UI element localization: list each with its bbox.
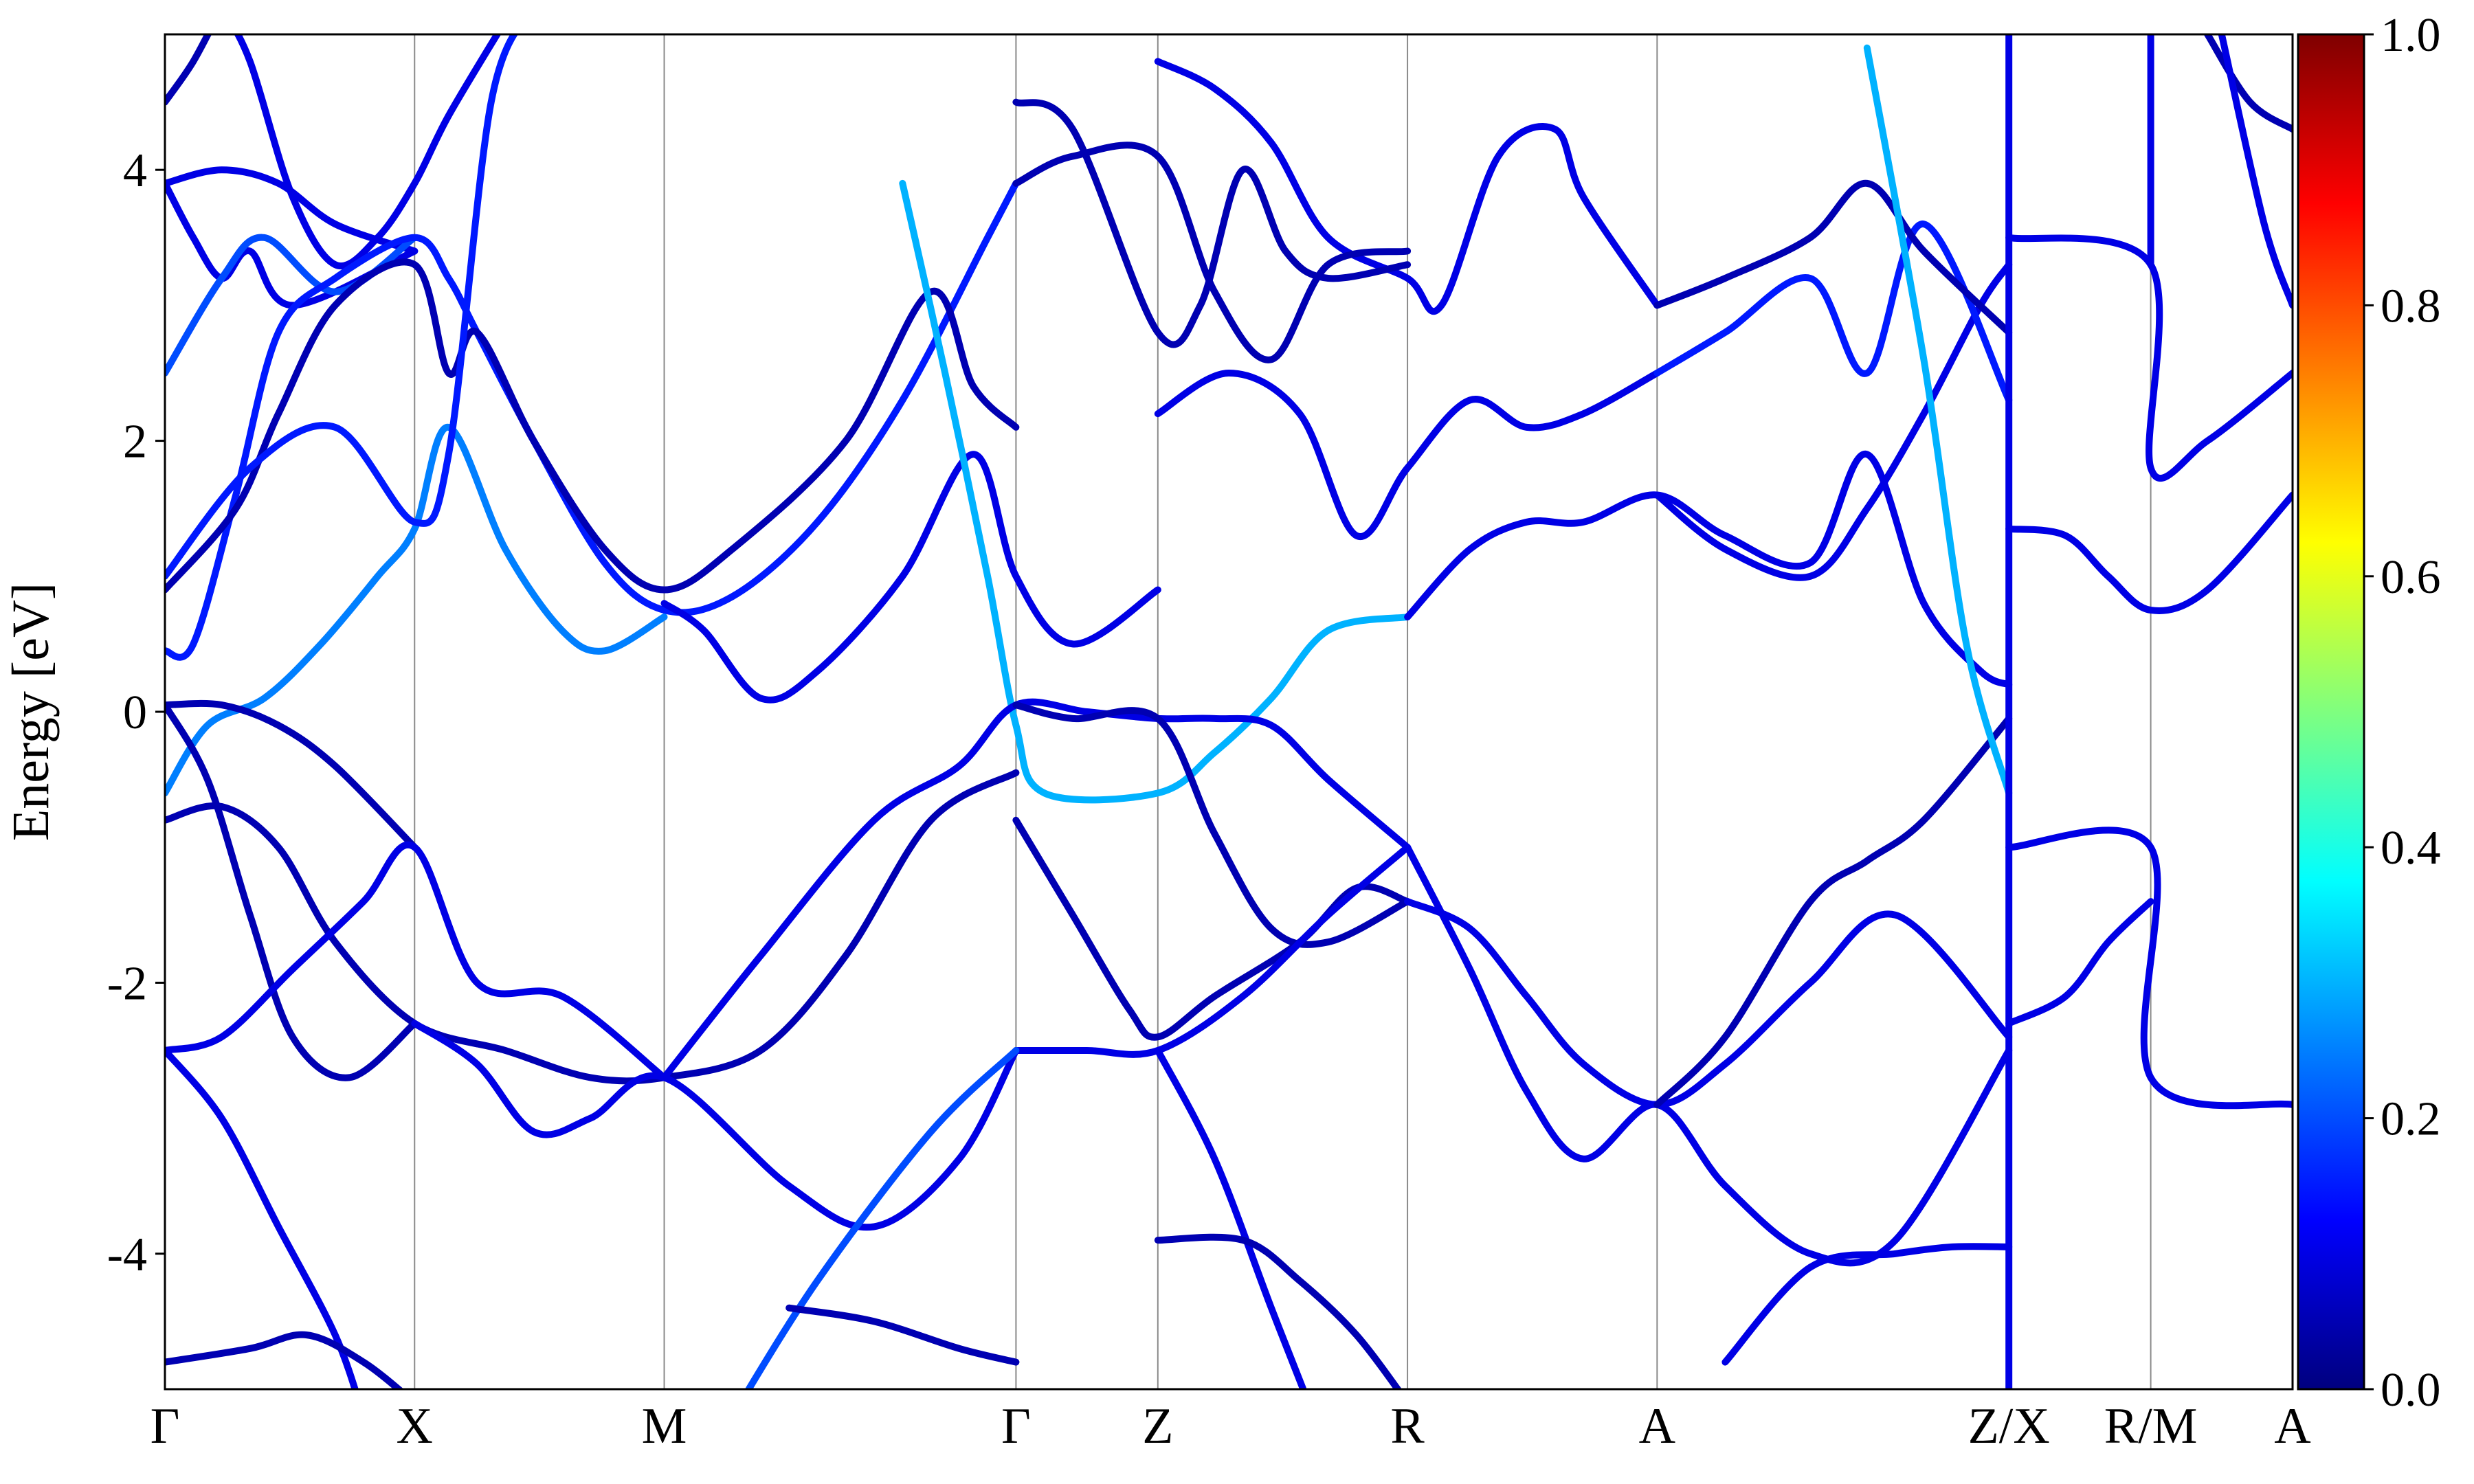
colorbar: 0.0 0.2 0.4 0.6 0.8 1.0 [2297,9,2441,1417]
band-line [165,34,212,106]
band-line [1404,898,2013,1108]
y-tick-label: 4 [123,144,147,197]
band-line [1404,451,2013,688]
band-line [165,699,419,851]
band-line [1012,701,1412,948]
band-line [165,701,419,1081]
band-line [1154,1047,1307,1389]
band-line [1721,1243,2013,1366]
band-line [2204,34,2293,133]
y-tick-label: -4 [107,1228,147,1281]
band-line [744,1047,1020,1389]
x-tick-label: M [642,1398,687,1454]
band-line [1154,58,1661,315]
band-line [165,179,419,309]
kpoint-gridlines [414,34,2152,1389]
band-line [1012,98,1412,348]
band-line [785,1304,1020,1366]
x-tick-label: X [397,1398,433,1454]
y-tick-label: 0 [123,686,147,739]
band-line [2005,491,2293,614]
band-line [2005,898,2154,1027]
band-line [411,1020,1020,1231]
x-axis: Γ X M Γ Z R A Z/X R/M A [151,1398,2311,1454]
band-line [1012,816,1412,1041]
y-axis: 4 2 0 -2 -4 [107,144,165,1281]
band-line [165,258,1020,594]
colorbar-tick-label: 0.2 [2381,1093,2441,1146]
band-line [1154,1233,1402,1389]
colorbar-tick-label: 0.4 [2381,822,2441,875]
band-line [165,1331,404,1389]
band-line [1154,370,1661,540]
y-tick-label: -2 [107,957,147,1010]
band-line [660,698,1412,1081]
band-line [660,451,1161,704]
band-line [165,179,1020,661]
band-line [899,179,1412,804]
band-line [2005,234,2293,482]
x-tick-label: R [1390,1398,1425,1454]
colorbar-gradient [2297,33,2365,1391]
colorbar-tick-label: 1.0 [2381,9,2441,62]
band-line [234,34,502,270]
x-tick-label: Γ [1001,1398,1031,1454]
band-line [165,34,519,580]
band-line [1653,221,2013,404]
band-line [165,423,668,797]
band-line [2005,827,2293,1110]
x-tick-label: A [1639,1398,1675,1454]
band-line [165,166,419,255]
band-lines [165,34,2293,1389]
band-line [1653,715,2013,1108]
x-tick-label: R/M [2104,1398,2198,1454]
colorbar-tick-label: 0.8 [2381,280,2441,333]
colorbar-tick-label: 0.6 [2381,551,2441,604]
x-tick-label: Γ [151,1398,180,1454]
y-axis-label: Energy [eV] [2,583,60,841]
band-line [1012,844,1412,1058]
x-tick-label: Z/X [1968,1398,2050,1454]
y-tick-label: 2 [123,416,147,469]
band-line [165,841,668,1081]
band-line [2218,34,2293,309]
band-line [165,1047,359,1389]
x-tick-label: A [2274,1398,2310,1454]
band-line [1863,44,2013,797]
x-tick-label: Z [1142,1398,1173,1454]
band-line [1653,179,2013,336]
colorbar-tick-label: 0.0 [2381,1364,2441,1417]
band-line [1012,142,1412,363]
band-line [165,769,1020,1085]
